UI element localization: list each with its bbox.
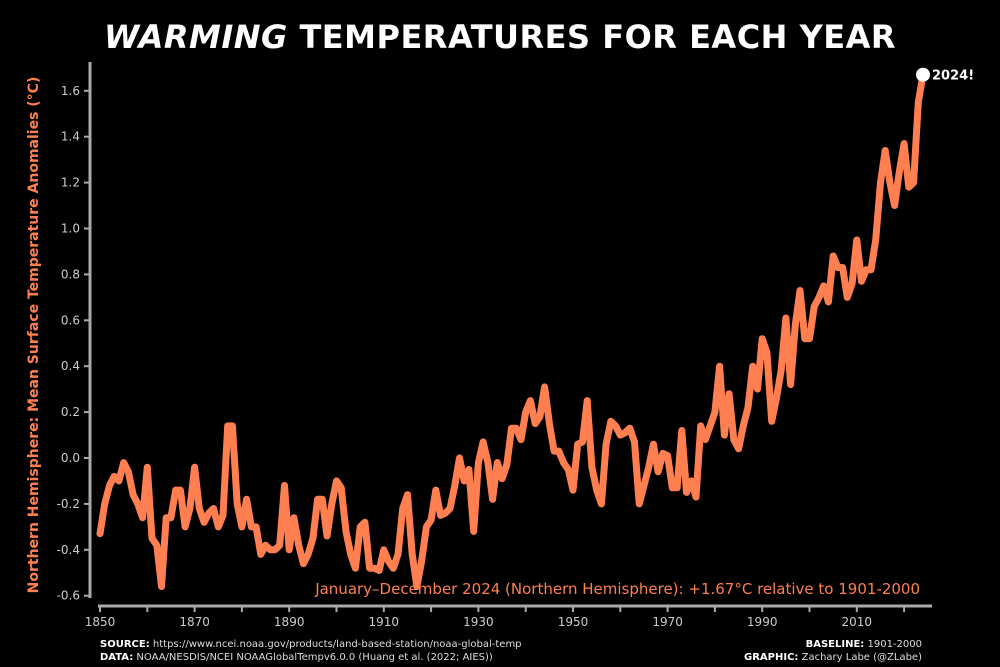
y-tick-label: 0.4 <box>61 359 80 373</box>
y-tick-label: -0.4 <box>57 543 80 557</box>
y-tick-label: 0.0 <box>61 451 80 465</box>
y-tick-label: 0.8 <box>61 267 80 281</box>
x-tick-label: 1930 <box>463 615 494 629</box>
graphic-text: Zachary Labe (@ZLabe) <box>801 652 922 663</box>
y-tick-label: 0.2 <box>61 405 80 419</box>
baseline-text: 1901-2000 <box>867 639 922 650</box>
x-tick-label: 1990 <box>747 615 778 629</box>
y-tick-label: 1.2 <box>61 176 80 190</box>
y-tick-label: 1.4 <box>61 130 80 144</box>
chart-title: WARMING TEMPERATURES FOR EACH YEAR <box>0 18 1000 56</box>
temperature-series-line <box>96 71 927 590</box>
y-axis-label: Northern Hemisphere: Mean Surface Temper… <box>26 77 42 594</box>
title-emphasis: WARMING <box>103 18 288 56</box>
y-tick-label: 1.0 <box>61 222 80 236</box>
footer-right: BASELINE: 1901-2000 GRAPHIC: Zachary Lab… <box>744 638 922 664</box>
baseline-line: BASELINE: 1901-2000 <box>744 638 922 651</box>
x-tick-label: 2010 <box>842 615 873 629</box>
data-text: NOAA/NESDIS/NCEI NOAAGlobalTempv6.0.0 (H… <box>136 652 493 663</box>
graphic-label: GRAPHIC: <box>744 652 799 663</box>
title-rest: TEMPERATURES FOR EACH YEAR <box>299 18 897 56</box>
annotation-text: January–December 2024 (Northern Hemisphe… <box>314 580 920 598</box>
source-text: https://www.ncei.noaa.gov/products/land-… <box>152 639 522 650</box>
highlight-label: 2024! <box>932 69 974 84</box>
x-tick-label: 1870 <box>179 615 210 629</box>
baseline-label: BASELINE: <box>805 639 865 650</box>
x-tick-label: 1950 <box>558 615 589 629</box>
source-label: SOURCE: <box>100 639 150 650</box>
x-tick-label: 1850 <box>85 615 116 629</box>
y-tick-label: 0.6 <box>61 313 80 327</box>
y-tick-label: 1.6 <box>61 84 80 98</box>
graphic-line: GRAPHIC: Zachary Labe (@ZLabe) <box>744 651 922 664</box>
y-tick-label: -0.6 <box>57 589 80 603</box>
data-label: DATA: <box>100 652 134 663</box>
y-tick-label: -0.2 <box>57 497 80 511</box>
data-line: DATA: NOAA/NESDIS/NCEI NOAAGlobalTempv6.… <box>100 651 522 664</box>
x-tick-label: 1890 <box>274 615 305 629</box>
highlight-2024-marker <box>916 67 931 82</box>
x-tick-label: 1910 <box>369 615 400 629</box>
x-tick-label: 1970 <box>652 615 683 629</box>
source-line: SOURCE: https://www.ncei.noaa.gov/produc… <box>100 638 522 651</box>
footer-left: SOURCE: https://www.ncei.noaa.gov/produc… <box>100 638 522 664</box>
